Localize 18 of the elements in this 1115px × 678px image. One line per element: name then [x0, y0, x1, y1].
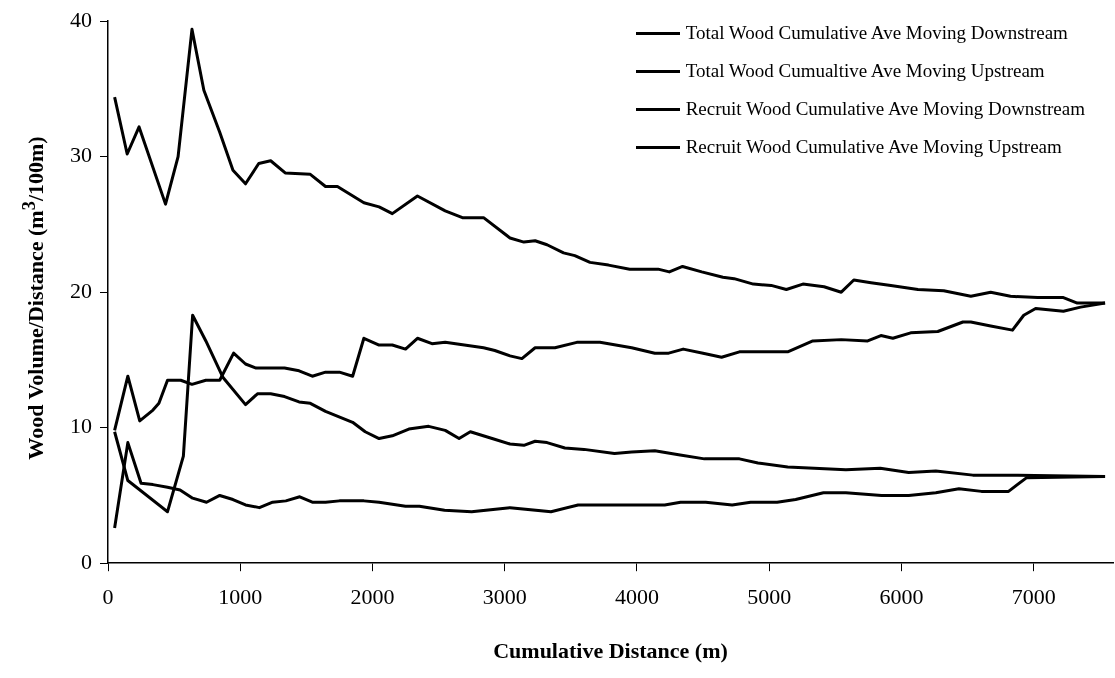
- y-tick-label: 20: [70, 277, 92, 303]
- legend-label: Total Wood Cumulative Ave Moving Downstream: [685, 22, 1068, 44]
- x-tick-label: 1000: [218, 584, 263, 610]
- y-tick-label: 30: [70, 142, 92, 168]
- x-axis-title: Cumulative Distance (m): [493, 638, 728, 664]
- x-tick-label: 3000: [482, 584, 527, 610]
- x-tick-label: 6000: [879, 584, 924, 610]
- y-tick-label: 40: [70, 6, 92, 32]
- x-tick-label: 4000: [614, 584, 659, 610]
- x-tick-label: 2000: [350, 584, 395, 610]
- x-tick-label: 0: [102, 584, 114, 610]
- y-tick-label: 10: [70, 413, 92, 439]
- legend-label: Total Wood Cumualtive Ave Moving Upstream: [685, 60, 1045, 82]
- x-tick-label: 5000: [747, 584, 792, 610]
- legend-label: Recruit Wood Cumulative Ave Moving Upstream: [685, 136, 1062, 158]
- y-tick-label: 0: [81, 548, 92, 574]
- legend-label: Recruit Wood Cumulative Ave Moving Downstream: [685, 98, 1085, 120]
- x-tick-label: 7000: [1011, 584, 1056, 610]
